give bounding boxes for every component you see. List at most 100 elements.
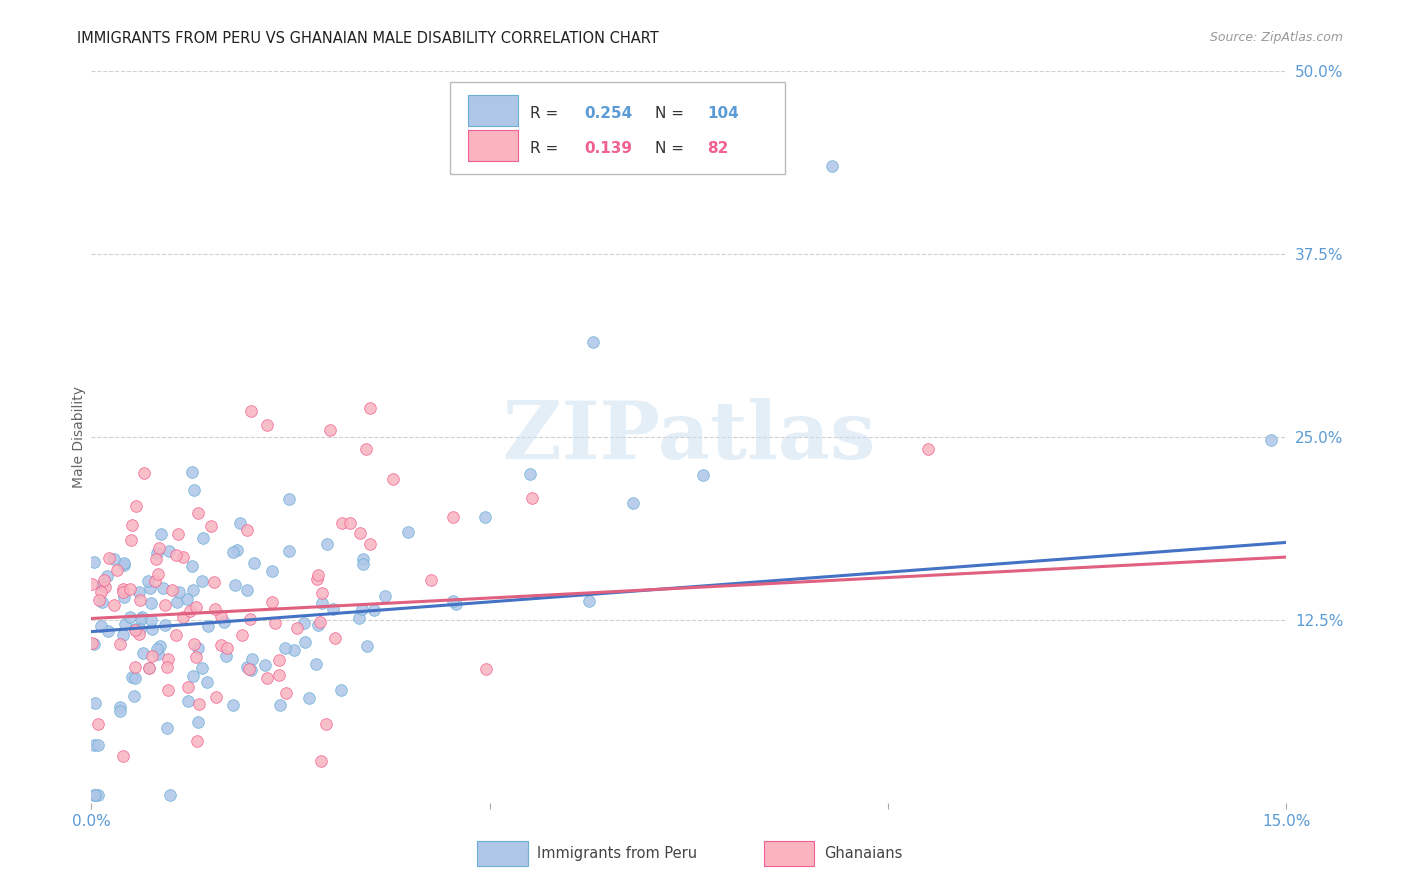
Point [93,573,115,587]
Point [200,518,222,533]
Point [278,492,301,507]
Point [124,623,146,637]
Point [103,552,125,566]
Point [152,581,174,595]
Point [184,599,207,614]
Point [356,640,378,654]
Point [238,662,260,676]
Point [108,637,131,651]
FancyBboxPatch shape [478,841,527,866]
FancyBboxPatch shape [468,95,517,126]
Point [176,592,198,607]
Text: 0.254: 0.254 [583,105,633,120]
Point [83,738,105,752]
Point [215,649,238,664]
Point [441,594,464,608]
Point [315,717,337,731]
Text: N =: N = [655,105,689,120]
Point [146,642,169,657]
Point [283,642,305,657]
Point [148,647,170,661]
Point [330,682,353,697]
Point [132,646,155,660]
FancyBboxPatch shape [450,82,785,174]
Text: 104: 104 [707,105,738,120]
Point [139,581,162,595]
Point [112,558,135,572]
Point [309,615,332,629]
Text: Ghanaians: Ghanaians [824,846,903,861]
Point [209,638,232,652]
Point [278,543,301,558]
Point [183,582,205,597]
Point [309,754,332,768]
Point [166,595,188,609]
Point [112,748,135,763]
FancyBboxPatch shape [468,130,517,161]
Point [260,595,283,609]
Point [231,628,253,642]
Point [97,624,120,638]
Point [183,637,205,651]
Point [330,516,353,531]
Point [108,700,131,714]
Point [269,653,291,667]
Point [129,622,152,636]
Point [181,669,204,683]
Point [121,670,143,684]
Point [87,717,110,731]
Point [311,597,333,611]
Point [80,636,103,650]
Point [264,615,287,630]
Point [276,686,298,700]
Text: ZIPatlas: ZIPatlas [503,398,875,476]
Point [96,568,118,582]
Point [153,598,176,612]
Point [519,467,541,481]
Point [172,549,194,564]
Point [111,582,134,596]
Point [160,583,183,598]
Point [156,721,179,735]
Point [305,657,328,671]
Point [80,577,103,591]
Point [91,594,114,608]
Point [124,659,146,673]
Point [339,516,361,530]
Point [228,516,250,530]
Point [118,610,141,624]
Point [226,542,249,557]
Point [94,580,117,594]
Point [132,466,155,480]
Point [90,578,112,592]
Point [111,585,134,599]
Point [145,551,167,566]
Point [167,585,190,599]
Point [205,690,228,704]
Point [191,661,214,675]
Point [195,674,218,689]
Point [146,545,169,559]
Point [256,671,278,685]
Point [323,631,346,645]
Point [307,617,329,632]
Point [129,611,152,625]
Point [165,548,187,562]
Point [475,662,498,676]
Point [187,640,209,655]
Point [187,506,209,520]
Point [191,574,214,588]
Point [350,601,373,615]
Point [110,704,132,718]
Point [267,668,290,682]
Point [157,544,180,558]
Point [89,592,111,607]
Point [578,594,600,608]
Point [128,592,150,607]
Point [474,509,496,524]
Text: Immigrants from Peru: Immigrants from Peru [537,846,697,861]
Point [124,671,146,685]
Point [236,582,259,597]
Point [352,557,374,571]
Point [273,641,295,656]
